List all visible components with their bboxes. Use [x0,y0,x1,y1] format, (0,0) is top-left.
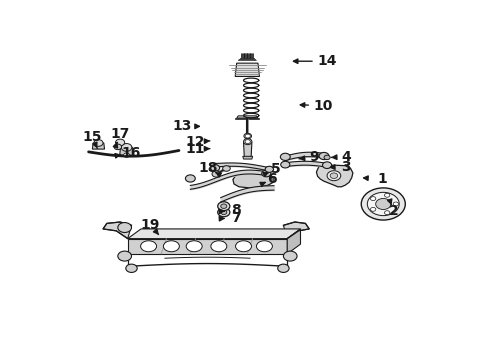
Ellipse shape [211,241,227,252]
Text: 16: 16 [122,146,141,160]
Text: 15: 15 [83,130,102,144]
Circle shape [330,173,338,179]
Circle shape [393,202,398,206]
Circle shape [322,162,332,168]
Circle shape [245,140,250,144]
Text: 9: 9 [309,150,318,165]
Text: 13: 13 [172,120,192,133]
Circle shape [385,211,390,215]
Circle shape [262,170,271,177]
Text: 2: 2 [389,204,398,218]
Ellipse shape [141,241,157,252]
Circle shape [212,171,220,177]
Text: 11: 11 [185,142,205,156]
Polygon shape [283,222,309,239]
Circle shape [244,139,252,145]
Polygon shape [128,229,300,239]
Ellipse shape [236,241,251,252]
Text: 12: 12 [185,135,205,149]
Circle shape [370,207,376,211]
Text: 3: 3 [341,159,351,174]
Circle shape [94,140,103,146]
Polygon shape [93,143,104,149]
Polygon shape [128,239,287,254]
Circle shape [327,171,341,181]
Polygon shape [235,118,260,119]
Text: 6: 6 [267,172,277,186]
Circle shape [278,264,289,273]
Circle shape [324,155,330,159]
Circle shape [123,153,129,157]
Circle shape [126,264,137,273]
Circle shape [361,188,405,220]
Text: 18: 18 [199,162,219,175]
Polygon shape [103,222,131,239]
Polygon shape [244,143,252,157]
Circle shape [385,193,390,197]
Text: 1: 1 [377,172,387,186]
Circle shape [116,139,124,146]
Text: 4: 4 [341,150,351,164]
Polygon shape [317,165,353,187]
Circle shape [211,165,220,171]
Polygon shape [243,156,253,159]
Polygon shape [233,171,273,188]
Text: 19: 19 [141,218,160,232]
Circle shape [118,251,131,261]
Circle shape [370,197,376,201]
Polygon shape [287,229,300,254]
Text: 7: 7 [231,211,241,225]
Circle shape [114,144,122,150]
Text: 17: 17 [110,127,130,141]
Circle shape [218,202,230,211]
Ellipse shape [256,241,272,252]
Circle shape [220,210,227,215]
Polygon shape [235,63,260,76]
Circle shape [280,153,290,161]
Text: 8: 8 [231,203,241,217]
Circle shape [118,222,131,233]
Circle shape [283,251,297,261]
Polygon shape [241,58,254,59]
Polygon shape [120,148,133,155]
Circle shape [121,144,132,151]
Circle shape [218,208,230,217]
Circle shape [245,134,250,138]
Circle shape [281,161,290,168]
Circle shape [265,166,273,172]
Circle shape [376,198,391,210]
Ellipse shape [163,241,179,252]
Circle shape [185,175,196,182]
Circle shape [368,192,399,216]
Circle shape [222,166,230,171]
Text: 5: 5 [271,162,281,176]
Circle shape [220,204,227,208]
Circle shape [244,133,251,139]
Circle shape [319,152,329,159]
Polygon shape [237,116,258,118]
Text: 14: 14 [318,54,337,68]
Text: 10: 10 [314,99,333,113]
Ellipse shape [186,241,202,252]
Polygon shape [238,59,256,60]
